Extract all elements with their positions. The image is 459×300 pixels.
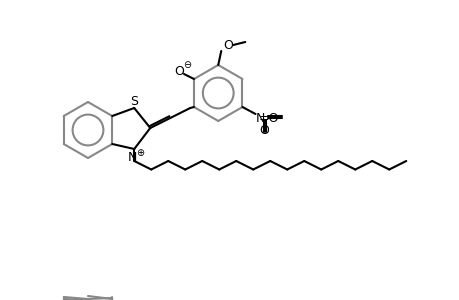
Text: S: S <box>130 94 138 107</box>
Text: O: O <box>174 64 184 77</box>
Text: O: O <box>259 124 269 136</box>
Text: ⊖: ⊖ <box>183 60 190 70</box>
Text: O: O <box>223 38 233 52</box>
Text: ⊕: ⊕ <box>136 148 144 158</box>
Text: N: N <box>255 112 264 124</box>
Text: =O: =O <box>257 112 278 124</box>
Text: N: N <box>127 151 137 164</box>
